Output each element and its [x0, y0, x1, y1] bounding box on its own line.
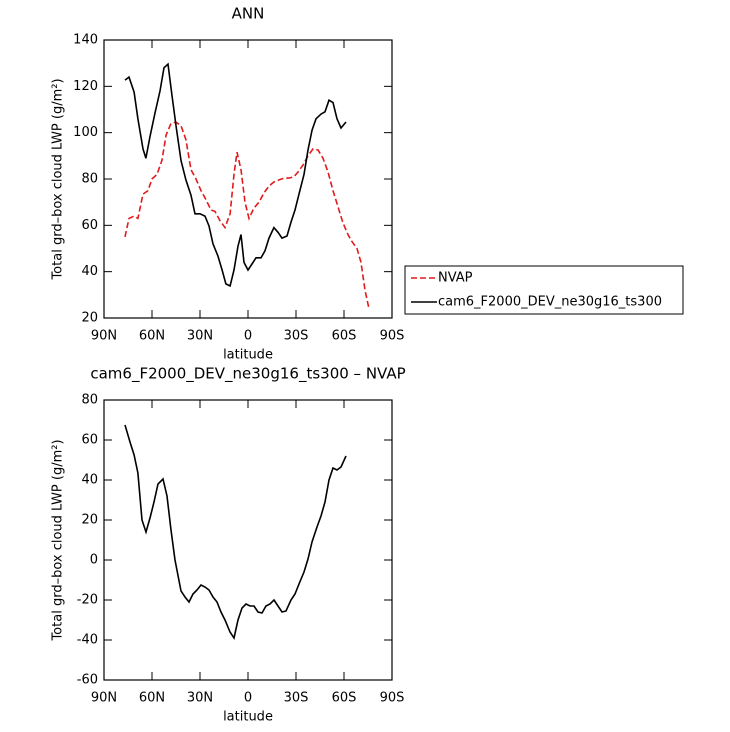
- y-tick-label: 20: [81, 311, 98, 326]
- chart-title: ANN: [232, 5, 265, 23]
- y-tick-label: 80: [81, 393, 98, 408]
- y-tick-label: -40: [77, 633, 98, 648]
- x-tick-label: 30N: [187, 691, 213, 706]
- x-tick-label: 60S: [332, 691, 357, 706]
- y-tick-label: 120: [73, 79, 98, 94]
- chart-title: cam6_F2000_DEV_ne30g16_ts300 – NVAP: [90, 365, 405, 384]
- y-tick-label: 100: [73, 125, 98, 140]
- y-axis-label: Total grd–box cloud LWP (g/m²): [51, 78, 66, 280]
- x-tick-label: 30N: [187, 329, 213, 344]
- data-line: [124, 121, 370, 309]
- x-tick-label: 60S: [332, 329, 357, 344]
- y-tick-label: -20: [77, 593, 98, 608]
- data-line: [124, 424, 347, 641]
- x-tick-label: 90S: [380, 691, 405, 706]
- plot-frame: [103, 39, 393, 319]
- y-tick-label: 60: [81, 218, 98, 233]
- legend-label: NVAP: [438, 271, 473, 286]
- x-tick-label: 30S: [284, 329, 309, 344]
- x-tick-label: 60N: [139, 329, 165, 344]
- plot-frame: [103, 399, 393, 681]
- x-tick-label: 0: [244, 329, 252, 344]
- x-tick-label: 90S: [380, 329, 405, 344]
- y-tick-label: 20: [81, 513, 98, 528]
- y-tick-label: -60: [77, 673, 98, 688]
- y-tick-label: 60: [81, 433, 98, 448]
- x-tick-label: 90N: [91, 329, 117, 344]
- x-axis-label: latitude: [223, 348, 273, 363]
- x-tick-label: 60N: [139, 691, 165, 706]
- legend-box: [404, 265, 684, 315]
- y-tick-label: 40: [81, 264, 98, 279]
- y-tick-label: 0: [90, 553, 98, 568]
- y-tick-label: 140: [73, 33, 98, 48]
- y-axis-label: Total grd–box cloud LWP (g/m²): [51, 439, 66, 641]
- x-tick-label: 0: [244, 691, 252, 706]
- x-axis-label: latitude: [223, 710, 273, 725]
- x-tick-label: 30S: [284, 691, 309, 706]
- y-tick-label: 80: [81, 172, 98, 187]
- legend-label: cam6_F2000_DEV_ne30g16_ts300: [438, 295, 662, 310]
- x-tick-label: 90N: [91, 691, 117, 706]
- y-tick-label: 40: [81, 473, 98, 488]
- data-line: [124, 62, 347, 288]
